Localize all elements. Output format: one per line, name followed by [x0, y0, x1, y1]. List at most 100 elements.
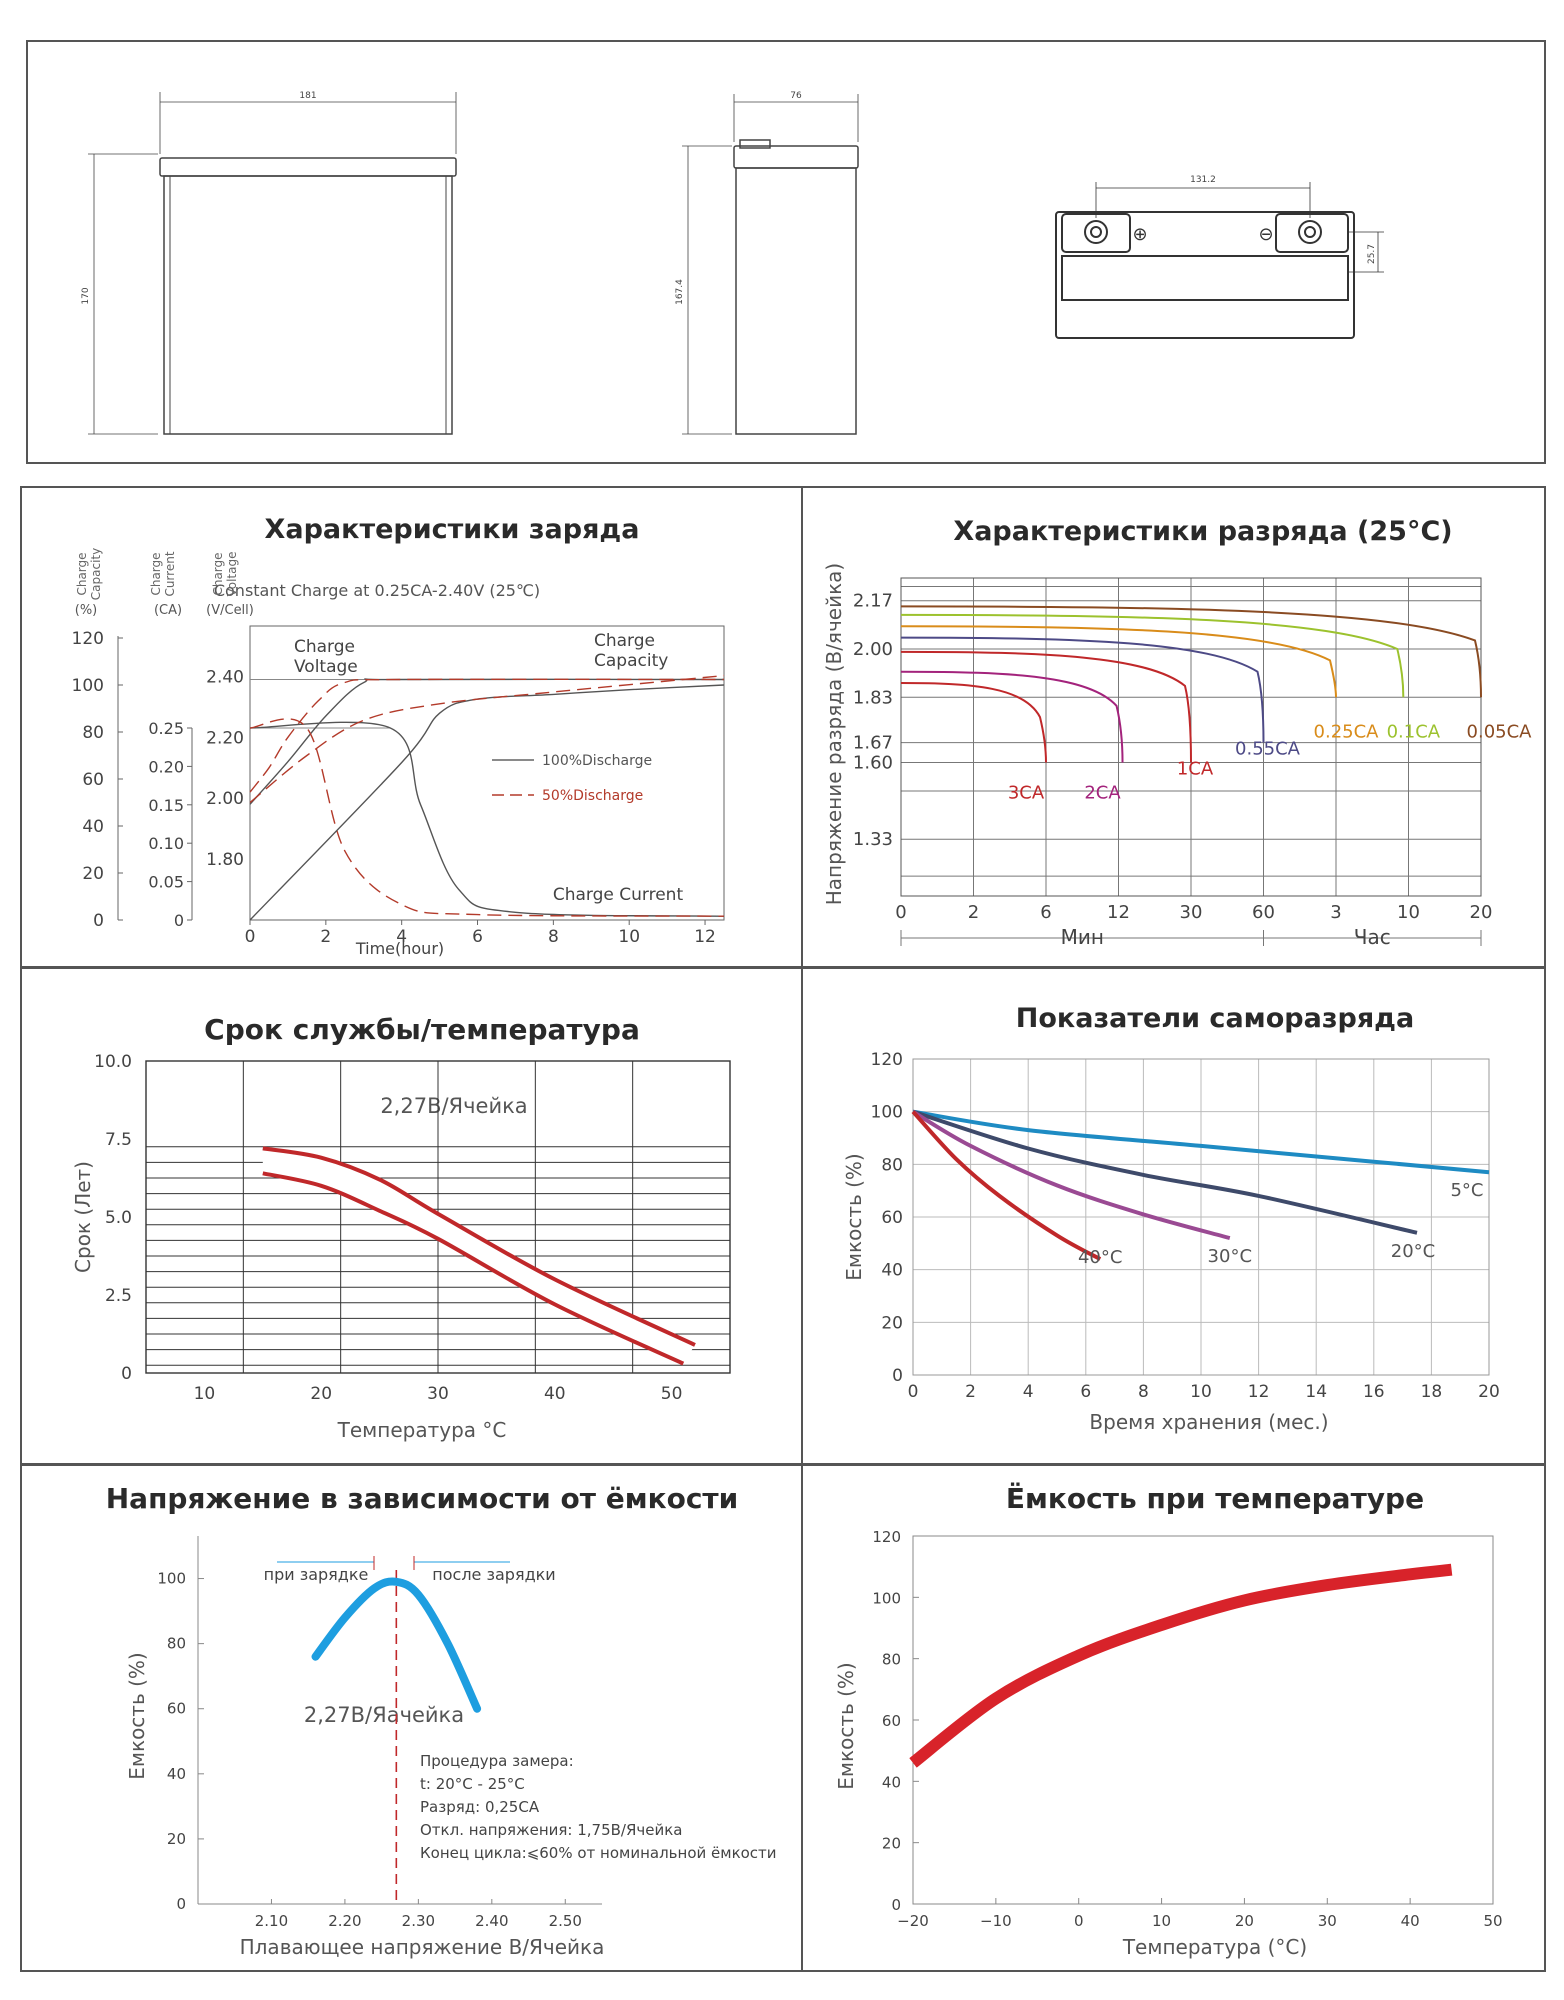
chart-title: Срок службы/температура	[204, 1013, 640, 1046]
top-view	[1056, 182, 1384, 338]
series-line	[250, 679, 724, 792]
axis-label-line: Charge	[211, 552, 225, 595]
voltage-tick-label: 2.40	[206, 667, 244, 687]
x-tick-label: 0	[895, 902, 906, 923]
current-tick-label: 0.15	[148, 796, 184, 815]
x-tick-label: 30	[1318, 1912, 1337, 1930]
capacity-tick-label: 120	[72, 629, 104, 649]
self-discharge-panel: Показатели саморазряда Емкость (%) Время…	[801, 967, 1546, 1465]
x-tick-label: 2.50	[549, 1912, 582, 1930]
legend-label: 50%Discharge	[542, 788, 643, 804]
life-curve	[263, 1173, 684, 1363]
annotation-voltage-2: Voltage	[294, 657, 358, 677]
chart-title: Ёмкость при температуре	[1006, 1481, 1424, 1515]
annotation: 2,27В/Ячейка	[380, 1094, 527, 1118]
x-axis-label: Плавающее напряжение В/Ячейка	[240, 1935, 605, 1959]
life-chart: Срок службы/температура Срок (Лет) Темпе…	[22, 969, 800, 1463]
series-label: 0.05CA	[1467, 721, 1533, 742]
series-label: 20°C	[1391, 1241, 1435, 1262]
axis-label-line: Voltage	[225, 551, 239, 596]
x-tick-label: 10	[618, 927, 640, 947]
front-width-label: 181	[299, 91, 316, 101]
capacity-curve	[913, 1570, 1452, 1763]
side-width-label: 76	[790, 91, 802, 101]
front-view	[88, 92, 456, 434]
y-tick-label: 20	[882, 1835, 901, 1853]
front-height-label: 170	[81, 287, 91, 304]
discharge-chart: Характеристики разряда (25°C) Напряжение…	[803, 488, 1544, 966]
x-tick-label: 6	[472, 927, 483, 947]
voltage-tick-label: 2.20	[206, 728, 244, 748]
x-axis-label: Температура (°С)	[1122, 1935, 1307, 1959]
x-tick-label: 30	[427, 1384, 449, 1404]
x-tick-label: 8	[1138, 1382, 1149, 1402]
x-tick-label: 20	[1470, 902, 1493, 923]
y-tick-label: 80	[881, 1155, 903, 1175]
axis-label-line: Charge	[75, 552, 89, 595]
y-tick-label: 100	[157, 1570, 186, 1588]
y-tick-label: 100	[872, 1589, 901, 1607]
y-tick-label: 2.5	[105, 1286, 132, 1306]
x-tick-label: 2.20	[328, 1912, 361, 1930]
x-tick-label: 3	[1330, 902, 1341, 923]
x-tick-label: 10	[1190, 1382, 1212, 1402]
minutes-label: Мин	[1061, 925, 1104, 949]
y-tick-label: 7.5	[105, 1130, 132, 1150]
voltage-tick-label: 2.00	[206, 789, 244, 809]
y-tick-label: 60	[167, 1700, 186, 1718]
charge-panel: Характеристики заряда Constant Charge at…	[20, 486, 802, 968]
y-tick-label: 20	[167, 1830, 186, 1848]
measurement-note: Разряд: 0,25CA	[420, 1798, 540, 1816]
chart-subtitle: Constant Charge at 0.25CA-2.40V (25℃)	[214, 581, 540, 600]
x-tick-label: 2	[965, 1382, 976, 1402]
chart-title: Характеристики разряда (25°C)	[953, 516, 1452, 547]
y-tick-label: 0	[121, 1364, 132, 1384]
discharge-curve	[901, 638, 1264, 743]
side-view	[682, 94, 858, 434]
measurement-note: t: 20°C - 25°C	[420, 1775, 525, 1793]
y-tick-label: 5.0	[105, 1208, 132, 1228]
x-tick-label: 40	[544, 1384, 566, 1404]
plus-terminal-icon: ⊕	[1132, 224, 1147, 245]
series-label: 0.1CA	[1387, 721, 1441, 742]
axis-unit-label: (CA)	[154, 603, 182, 618]
capacity-tick-label: 60	[82, 770, 104, 790]
x-tick-label: 10	[1152, 1912, 1171, 1930]
capacity-tick-label: 80	[82, 723, 104, 743]
annotation-capacity-1: Charge	[594, 631, 655, 651]
current-tick-label: 0.10	[148, 834, 184, 853]
capacity-temperature-chart: Ёмкость при температуре Емкость (%) Темп…	[803, 1466, 1544, 1970]
series-label: 2CA	[1084, 783, 1121, 804]
x-tick-label: 18	[1421, 1382, 1443, 1402]
discharge-panel: Характеристики разряда (25°C) Напряжение…	[801, 486, 1546, 968]
x-tick-label: 10	[1397, 902, 1420, 923]
capacity-tick-label: 40	[82, 817, 104, 837]
y-tick-label: 1.67	[853, 733, 893, 754]
y-tick-label: 100	[871, 1103, 903, 1123]
legend-label: 100%Discharge	[542, 753, 652, 769]
hours-label: Час	[1354, 925, 1391, 949]
x-tick-label: 2	[968, 902, 979, 923]
x-tick-label: 50	[1483, 1912, 1502, 1930]
y-axis-label: Срок (Лет)	[71, 1161, 95, 1273]
discharge-curve	[901, 672, 1123, 763]
capacity-tick-label: 0	[93, 911, 104, 931]
series-line	[250, 676, 724, 803]
label-before: при зарядке	[264, 1565, 369, 1584]
y-tick-label: 40	[882, 1773, 901, 1791]
measurement-note: Конец цикла:⩽60% от номинальной ёмкости	[420, 1844, 777, 1862]
axis-label-line: Capacity	[89, 548, 103, 600]
annotation-capacity-2: Capacity	[594, 651, 668, 671]
x-tick-label: 2	[320, 927, 331, 947]
y-tick-label: 80	[167, 1635, 186, 1653]
label-after: после зарядки	[432, 1565, 555, 1584]
x-axis-label: Time(hour)	[355, 939, 444, 958]
y-axis-label: Емкость (%)	[125, 1652, 149, 1779]
x-tick-label: 4	[1023, 1382, 1034, 1402]
axis-unit-label: (%)	[75, 603, 98, 618]
x-tick-label: 2.40	[475, 1912, 508, 1930]
voltage-capacity-panel: Напряжение в зависимости от ёмкости Емко…	[20, 1464, 802, 1972]
y-tick-label: 1.83	[853, 687, 893, 708]
x-tick-label: 16	[1363, 1382, 1385, 1402]
x-tick-label: −20	[897, 1912, 929, 1930]
